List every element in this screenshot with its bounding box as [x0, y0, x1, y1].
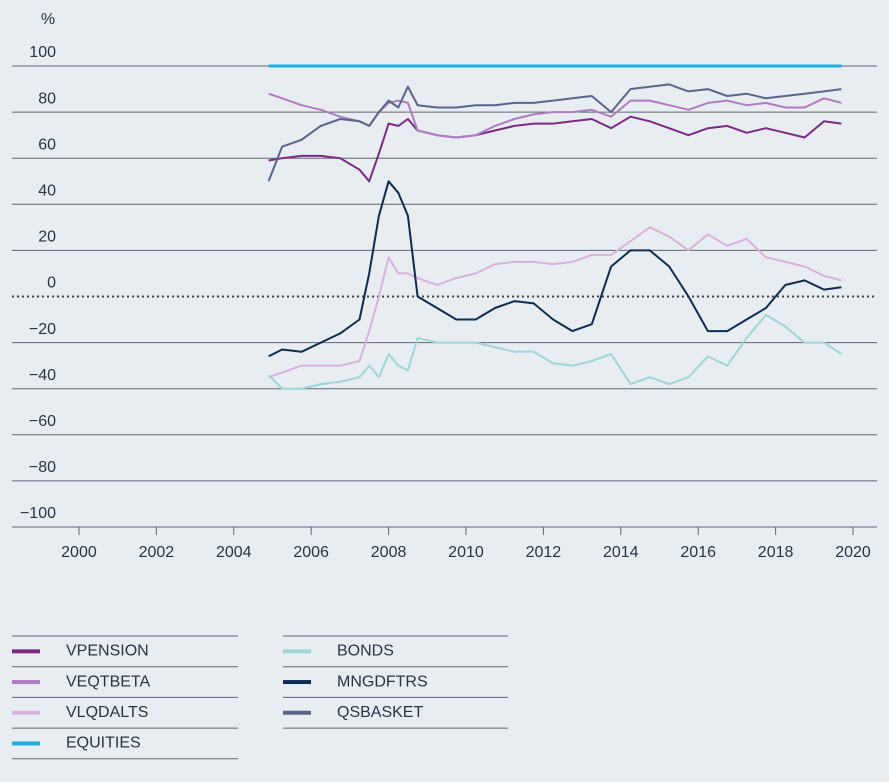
legend-label: BONDS — [337, 643, 394, 660]
x-tick-label: 2012 — [526, 544, 562, 561]
series-line — [267, 313, 842, 390]
y-tick-label: −100 — [20, 505, 56, 522]
x-tick-label: 2016 — [680, 544, 716, 561]
legend-label: VPENSION — [66, 643, 149, 660]
y-tick-label: −60 — [29, 413, 56, 430]
x-tick-label: 2000 — [61, 544, 97, 561]
y-tick-label: −20 — [29, 321, 56, 338]
y-tick-label: 40 — [38, 183, 56, 200]
series-line — [268, 180, 842, 358]
x-tick-label: 2018 — [758, 544, 794, 561]
y-tick-label: 20 — [38, 229, 56, 246]
y-tick-label: 0 — [47, 275, 56, 292]
legend-label: VEQTBETA — [66, 673, 150, 690]
legend-label: MNGDFTRS — [337, 673, 428, 690]
series-line — [268, 226, 842, 379]
legend-swatch — [283, 710, 311, 715]
x-tick-label: 2014 — [603, 544, 639, 561]
legend-swatch — [283, 649, 311, 654]
y-tick-label: −40 — [29, 367, 56, 384]
x-tick-label: 2010 — [448, 544, 484, 561]
x-tick-label: 2008 — [371, 544, 407, 561]
y-tick-label: 100 — [29, 44, 56, 61]
legend-label: EQUITIES — [66, 735, 141, 752]
x-tick-label: 2002 — [139, 544, 175, 561]
y-tick-label: 60 — [38, 136, 56, 153]
legend-swatch — [283, 680, 311, 685]
legend-label: QSBASKET — [337, 704, 423, 721]
y-tick-label: −80 — [29, 459, 56, 476]
series-line — [267, 83, 842, 182]
legend-swatch — [12, 710, 40, 715]
legend-swatch — [12, 741, 40, 746]
legend-label: VLQDALTS — [66, 704, 148, 721]
legend-swatch — [12, 649, 40, 654]
series-line — [268, 115, 842, 183]
y-tick-label: 80 — [38, 90, 56, 107]
x-tick-label: 2020 — [835, 544, 871, 561]
x-tick-label: 2006 — [293, 544, 329, 561]
x-tick-label: 2004 — [216, 544, 252, 561]
y-axis-label: % — [41, 11, 55, 28]
legend-swatch — [12, 680, 40, 685]
